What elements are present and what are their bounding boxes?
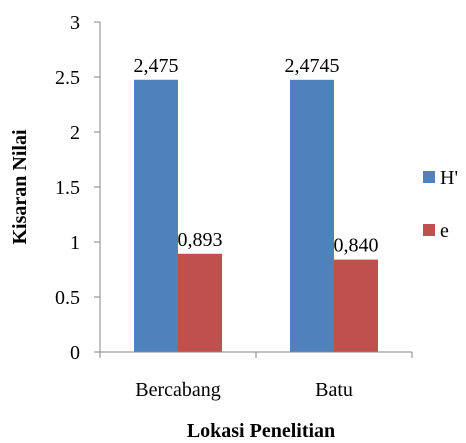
- bar-h-bercabang: [134, 79, 178, 352]
- y-axis-title: Kisaran Nilai: [9, 129, 31, 244]
- data-labels: 2,475 0,893 2,4745 0,840: [134, 55, 379, 257]
- y-tick-label: 3: [70, 12, 80, 34]
- x-tick-label: Batu: [315, 379, 353, 401]
- legend-label: H': [440, 167, 458, 189]
- data-label: 0,840: [334, 235, 379, 257]
- y-tick-label: 2.5: [55, 67, 80, 89]
- legend-swatch: [423, 224, 435, 236]
- y-tick-label: 1.5: [55, 177, 80, 199]
- legend-label: e: [440, 220, 449, 242]
- y-axis-ticks: 0 0.5 1 1.5 2 2.5 3: [55, 12, 100, 364]
- bar-e-batu: [334, 259, 378, 352]
- legend: H' e: [423, 167, 458, 242]
- bars: [134, 79, 378, 353]
- data-label: 0,893: [178, 229, 223, 251]
- y-tick-label: 0: [70, 342, 80, 364]
- y-tick-label: 0.5: [55, 287, 80, 309]
- bar-h-batu: [290, 79, 334, 353]
- bar-e-bercabang: [178, 253, 222, 352]
- y-tick-label: 2: [70, 122, 80, 144]
- data-label: 2,475: [134, 55, 179, 77]
- data-label: 2,4745: [285, 55, 340, 77]
- legend-swatch: [423, 171, 435, 183]
- x-tick-label: Bercabang: [135, 379, 221, 401]
- x-axis-ticks: Bercabang Batu: [99, 352, 413, 401]
- x-axis-title: Lokasi Penelitian: [187, 420, 335, 442]
- y-tick-label: 1: [70, 232, 80, 254]
